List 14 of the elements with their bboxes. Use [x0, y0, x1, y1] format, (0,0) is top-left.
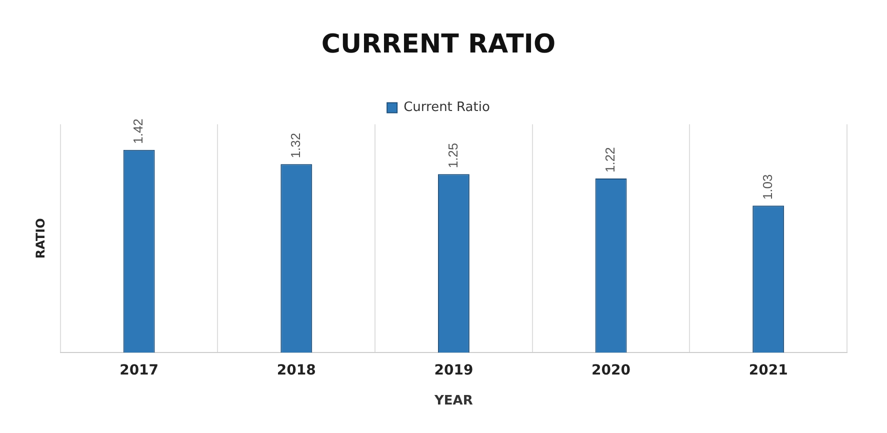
data-label: 1.32	[288, 132, 303, 158]
legend-label: Current Ratio	[404, 100, 490, 116]
data-label: 1.03	[760, 174, 775, 200]
x-axis-title: YEAR	[434, 394, 473, 409]
x-tick-label: 2021	[748, 362, 788, 379]
x-tick-label: 2018	[276, 362, 316, 379]
x-tick-label: 2020	[592, 362, 631, 379]
x-tick-label: 2019	[434, 362, 474, 379]
data-label: 1.42	[130, 118, 146, 144]
x-tick-label: 2017	[120, 362, 159, 379]
data-label: 1.22	[602, 147, 618, 172]
data-label: 1.25	[445, 142, 460, 168]
y-axis-title: RATIO	[33, 218, 48, 259]
chart-title: CURRENT RATIO	[321, 29, 556, 60]
